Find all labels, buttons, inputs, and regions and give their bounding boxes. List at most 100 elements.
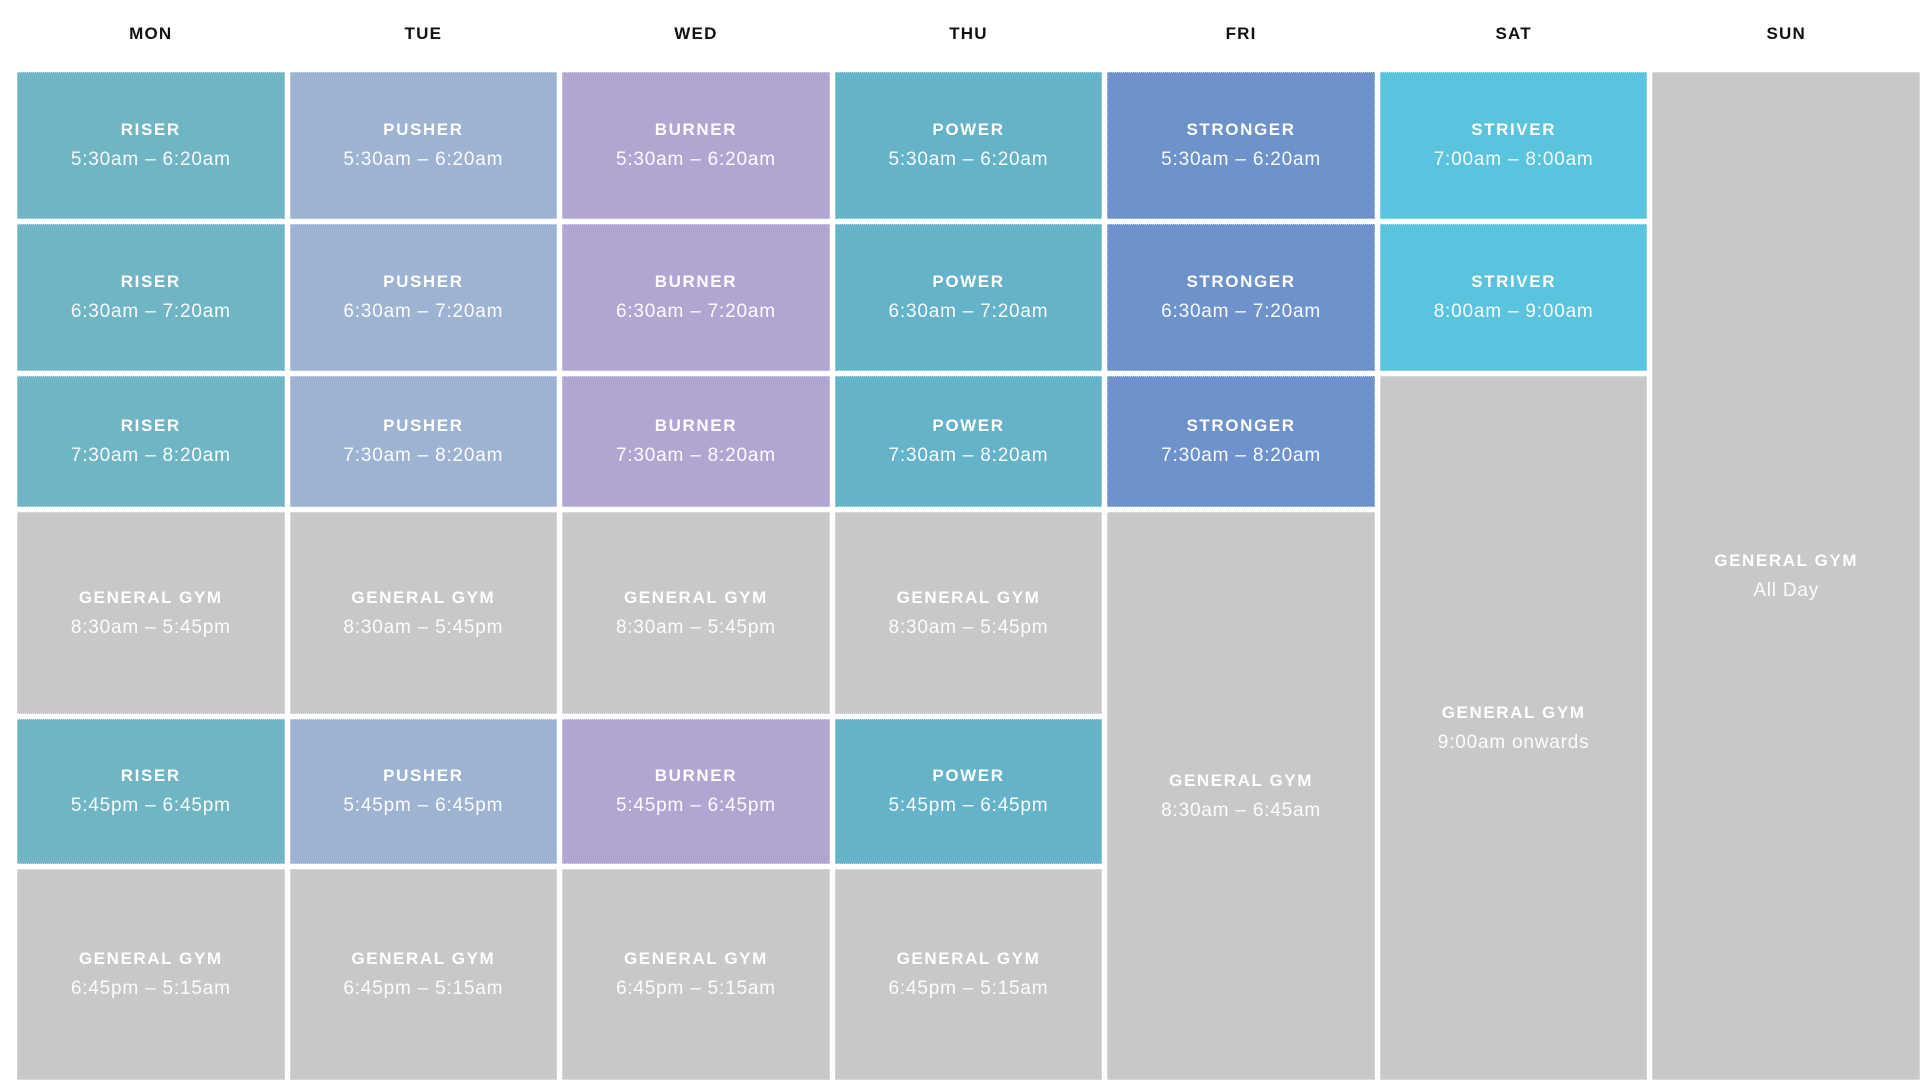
class-name: STRIVER <box>1471 272 1557 291</box>
class-name: PUSHER <box>383 416 464 435</box>
class-name: POWER <box>932 416 1005 435</box>
class-block: PUSHER 5:30am – 6:20am <box>289 72 558 219</box>
class-time: 8:30am – 5:45pm <box>888 616 1049 638</box>
class-block: PUSHER 5:45pm – 6:45pm <box>289 719 558 864</box>
class-name: BURNER <box>654 416 738 435</box>
class-block: STRONGER 5:30am – 6:20am <box>1107 72 1375 219</box>
class-time: All Day <box>1753 579 1820 601</box>
class-block: GENERAL GYM 6:45pm – 5:15am <box>17 869 285 1080</box>
class-name: STRONGER <box>1186 272 1296 291</box>
class-name: RISER <box>120 120 181 139</box>
class-block: BURNER 7:30am – 8:20am <box>562 376 830 507</box>
class-time: 5:45pm – 6:45pm <box>343 795 504 816</box>
class-name: BURNER <box>654 120 738 139</box>
class-name: GENERAL GYM <box>78 587 223 607</box>
class-time: 6:30am – 7:20am <box>888 301 1049 322</box>
class-block: GENERAL GYM 9:00am onwards <box>1379 376 1648 1080</box>
day-header-mon: MON <box>17 0 285 67</box>
class-block: RISER 6:30am – 7:20am <box>17 224 285 371</box>
class-name: POWER <box>932 272 1005 291</box>
class-time: 6:45pm – 5:15am <box>70 978 231 999</box>
class-block: GENERAL GYM 8:30am – 5:45pm <box>17 512 285 714</box>
class-time: 6:30am – 7:20am <box>1161 301 1321 322</box>
class-time: 7:30am – 8:20am <box>70 445 231 466</box>
class-time: 6:30am – 7:20am <box>343 301 504 322</box>
class-block: GENERAL GYM 8:30am – 6:45am <box>1107 512 1375 1080</box>
class-block: GENERAL GYM 8:30am – 5:45pm <box>834 512 1103 714</box>
class-name: GENERAL GYM <box>896 949 1041 968</box>
class-time: 8:30am – 5:45pm <box>615 616 776 638</box>
class-name: GENERAL GYM <box>623 587 768 607</box>
class-time: 5:45pm – 6:45pm <box>888 795 1049 816</box>
class-time: 6:45pm – 5:15am <box>888 978 1049 999</box>
class-block: BURNER 6:30am – 7:20am <box>562 224 830 371</box>
day-header-sat: SAT <box>1379 0 1648 67</box>
class-block: PUSHER 6:30am – 7:20am <box>289 224 558 371</box>
class-time: 7:00am – 8:00am <box>1433 149 1594 170</box>
class-block: RISER 5:45pm – 6:45pm <box>17 719 285 864</box>
class-name: RISER <box>120 272 181 291</box>
class-name: GENERAL GYM <box>78 949 223 968</box>
day-header-wed: WED <box>562 0 830 67</box>
class-name: POWER <box>932 120 1005 139</box>
class-time: 8:30am – 5:45pm <box>70 616 231 638</box>
class-time: 5:45pm – 6:45pm <box>615 795 776 816</box>
class-name: PUSHER <box>383 272 464 291</box>
class-name: BURNER <box>654 272 738 291</box>
day-header-tue: TUE <box>289 0 558 67</box>
class-time: 9:00am onwards <box>1437 731 1590 753</box>
class-block: STRIVER 7:00am – 8:00am <box>1379 72 1648 219</box>
class-time: 5:30am – 6:20am <box>70 149 231 170</box>
class-name: POWER <box>932 766 1005 785</box>
class-name: RISER <box>120 766 181 785</box>
class-name: STRONGER <box>1186 120 1296 139</box>
class-time: 5:30am – 6:20am <box>615 149 776 170</box>
class-time: 8:00am – 9:00am <box>1433 301 1594 322</box>
class-name: PUSHER <box>383 766 464 785</box>
class-name: STRIVER <box>1471 120 1557 139</box>
class-block: BURNER 5:30am – 6:20am <box>562 72 830 219</box>
class-name: RISER <box>120 416 181 435</box>
class-name: GENERAL GYM <box>1169 770 1313 790</box>
class-block: GENERAL GYM 6:45pm – 5:15am <box>562 869 830 1080</box>
class-block: GENERAL GYM All Day <box>1652 72 1920 1080</box>
class-time: 6:45pm – 5:15am <box>343 978 504 999</box>
class-block: POWER 5:30am – 6:20am <box>834 72 1103 219</box>
class-block: GENERAL GYM 6:45pm – 5:15am <box>834 869 1103 1080</box>
class-block: RISER 5:30am – 6:20am <box>17 72 285 219</box>
class-block: STRONGER 7:30am – 8:20am <box>1107 376 1375 507</box>
class-name: GENERAL GYM <box>351 949 496 968</box>
class-time: 8:30am – 5:45pm <box>343 616 504 638</box>
class-name: PUSHER <box>383 120 464 139</box>
class-block: POWER 7:30am – 8:20am <box>834 376 1103 507</box>
day-header-thu: THU <box>834 0 1103 67</box>
class-block: GENERAL GYM 6:45pm – 5:15am <box>289 869 558 1080</box>
day-header-fri: FRI <box>1107 0 1375 67</box>
class-block: BURNER 5:45pm – 6:45pm <box>562 719 830 864</box>
class-time: 6:45pm – 5:15am <box>615 978 776 999</box>
class-time: 7:30am – 8:20am <box>888 445 1049 466</box>
class-time: 5:30am – 6:20am <box>343 149 504 170</box>
class-block: PUSHER 7:30am – 8:20am <box>289 376 558 507</box>
class-time: 6:30am – 7:20am <box>70 301 231 322</box>
class-time: 5:30am – 6:20am <box>888 149 1049 170</box>
class-time: 5:45pm – 6:45pm <box>70 795 231 816</box>
class-time: 7:30am – 8:20am <box>1161 445 1321 466</box>
class-name: GENERAL GYM <box>896 587 1041 607</box>
class-name: GENERAL GYM <box>1714 550 1859 570</box>
class-name: STRONGER <box>1186 416 1296 435</box>
class-block: GENERAL GYM 8:30am – 5:45pm <box>289 512 558 714</box>
class-block: POWER 5:45pm – 6:45pm <box>834 719 1103 864</box>
class-block: STRONGER 6:30am – 7:20am <box>1107 224 1375 371</box>
class-name: GENERAL GYM <box>623 949 768 968</box>
class-block: STRIVER 8:00am – 9:00am <box>1379 224 1648 371</box>
class-block: GENERAL GYM 8:30am – 5:45pm <box>562 512 830 714</box>
class-time: 7:30am – 8:20am <box>343 445 504 466</box>
class-block: POWER 6:30am – 7:20am <box>834 224 1103 371</box>
class-time: 5:30am – 6:20am <box>1161 149 1321 170</box>
class-name: GENERAL GYM <box>1441 702 1586 722</box>
class-block: RISER 7:30am – 8:20am <box>17 376 285 507</box>
class-name: GENERAL GYM <box>351 587 496 607</box>
class-name: BURNER <box>654 766 738 785</box>
